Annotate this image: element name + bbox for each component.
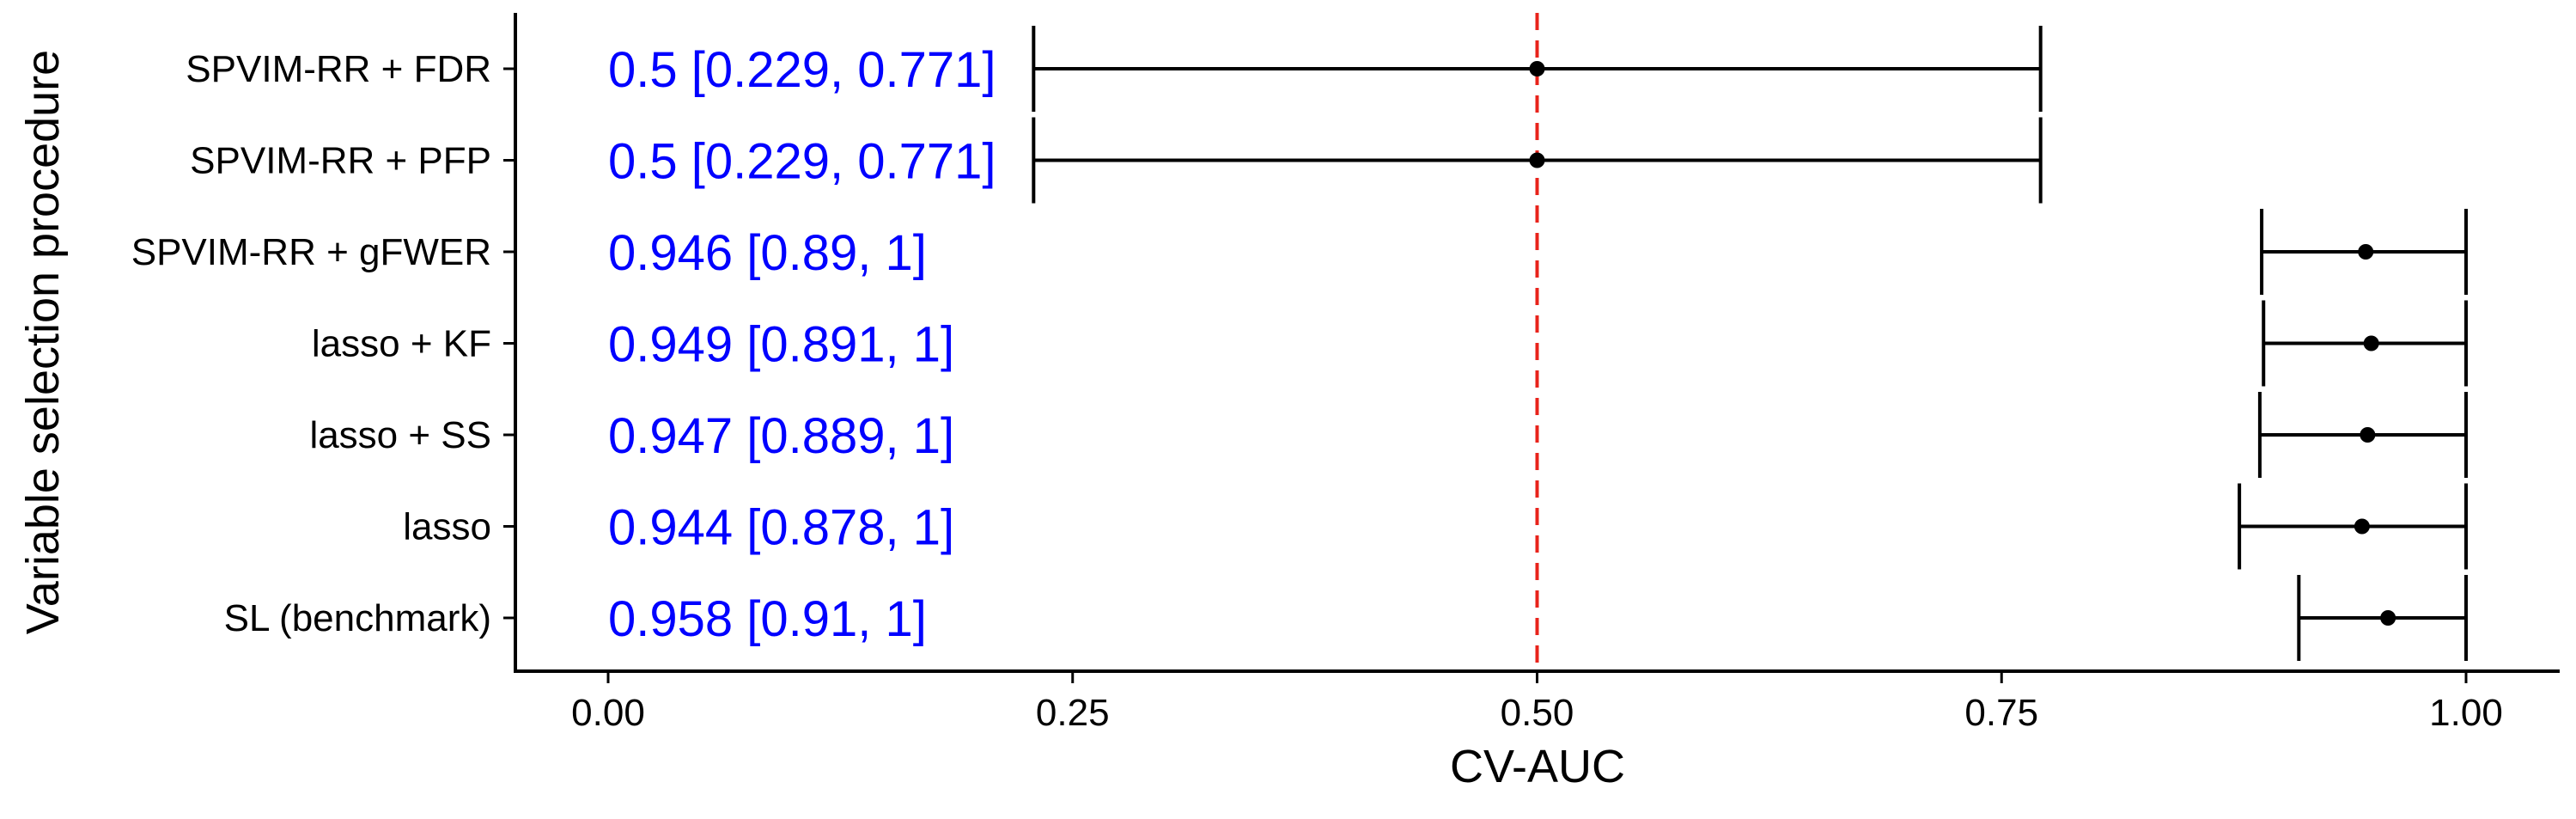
row: lasso + KF 0.949 [0.891, 1] bbox=[312, 300, 2468, 387]
x-tick-label: 0.25 bbox=[1036, 692, 1110, 734]
ci-annotation: 0.958 [0.91, 1] bbox=[608, 591, 927, 647]
y-tick-label: SPVIM-RR + gFWER bbox=[131, 231, 491, 273]
point-estimate bbox=[2358, 244, 2374, 260]
ci-annotation: 0.5 [0.229, 0.771] bbox=[608, 134, 996, 190]
x-tick-label: 1.00 bbox=[2429, 692, 2503, 734]
y-tick-label: SL (benchmark) bbox=[224, 597, 491, 639]
row: SPVIM-RR + gFWER 0.946 [0.89, 1] bbox=[131, 209, 2468, 295]
y-tick-label: SPVIM-RR + PFP bbox=[190, 140, 491, 182]
ci-annotation: 0.949 [0.891, 1] bbox=[608, 317, 954, 373]
x-tick-label: 0.50 bbox=[1501, 692, 1574, 734]
y-tick-label: lasso + KF bbox=[312, 323, 491, 365]
point-estimate bbox=[2380, 610, 2396, 626]
ci-annotation: 0.946 [0.89, 1] bbox=[608, 225, 927, 281]
rows-layer: SPVIM-RR + FDR 0.5 [0.229, 0.771]SPVIM-RR… bbox=[131, 26, 2468, 661]
y-tick-label: lasso + SS bbox=[309, 414, 491, 456]
point-estimate bbox=[1529, 61, 1545, 76]
row: lasso + SS 0.947 [0.889, 1] bbox=[309, 392, 2468, 478]
x-tick-label: 0.00 bbox=[571, 692, 645, 734]
y-tick-label: lasso bbox=[403, 506, 491, 548]
row: SPVIM-RR + PFP 0.5 [0.229, 0.771] bbox=[190, 117, 2043, 204]
x-ticks-layer: 0.00 0.25 0.50 0.75 1.00 bbox=[571, 671, 2503, 734]
ci-annotation: 0.944 [0.878, 1] bbox=[608, 500, 954, 556]
row: lasso 0.944 [0.878, 1] bbox=[403, 483, 2468, 570]
y-axis-title: Variable selection procedure bbox=[17, 50, 69, 634]
x-axis-title: CV-AUC bbox=[1450, 741, 1625, 792]
x-tick-label: 0.75 bbox=[1964, 692, 2038, 734]
row: SL (benchmark) 0.958 [0.91, 1] bbox=[224, 575, 2468, 661]
ci-annotation: 0.5 [0.229, 0.771] bbox=[608, 42, 996, 98]
y-tick-label: SPVIM-RR + FDR bbox=[186, 48, 491, 90]
point-estimate bbox=[2354, 518, 2370, 535]
point-estimate bbox=[2360, 427, 2376, 443]
point-estimate bbox=[1529, 152, 1545, 168]
ci-annotation: 0.947 [0.889, 1] bbox=[608, 408, 954, 464]
row: SPVIM-RR + FDR 0.5 [0.229, 0.771] bbox=[186, 26, 2043, 112]
point-estimate bbox=[2363, 335, 2379, 351]
